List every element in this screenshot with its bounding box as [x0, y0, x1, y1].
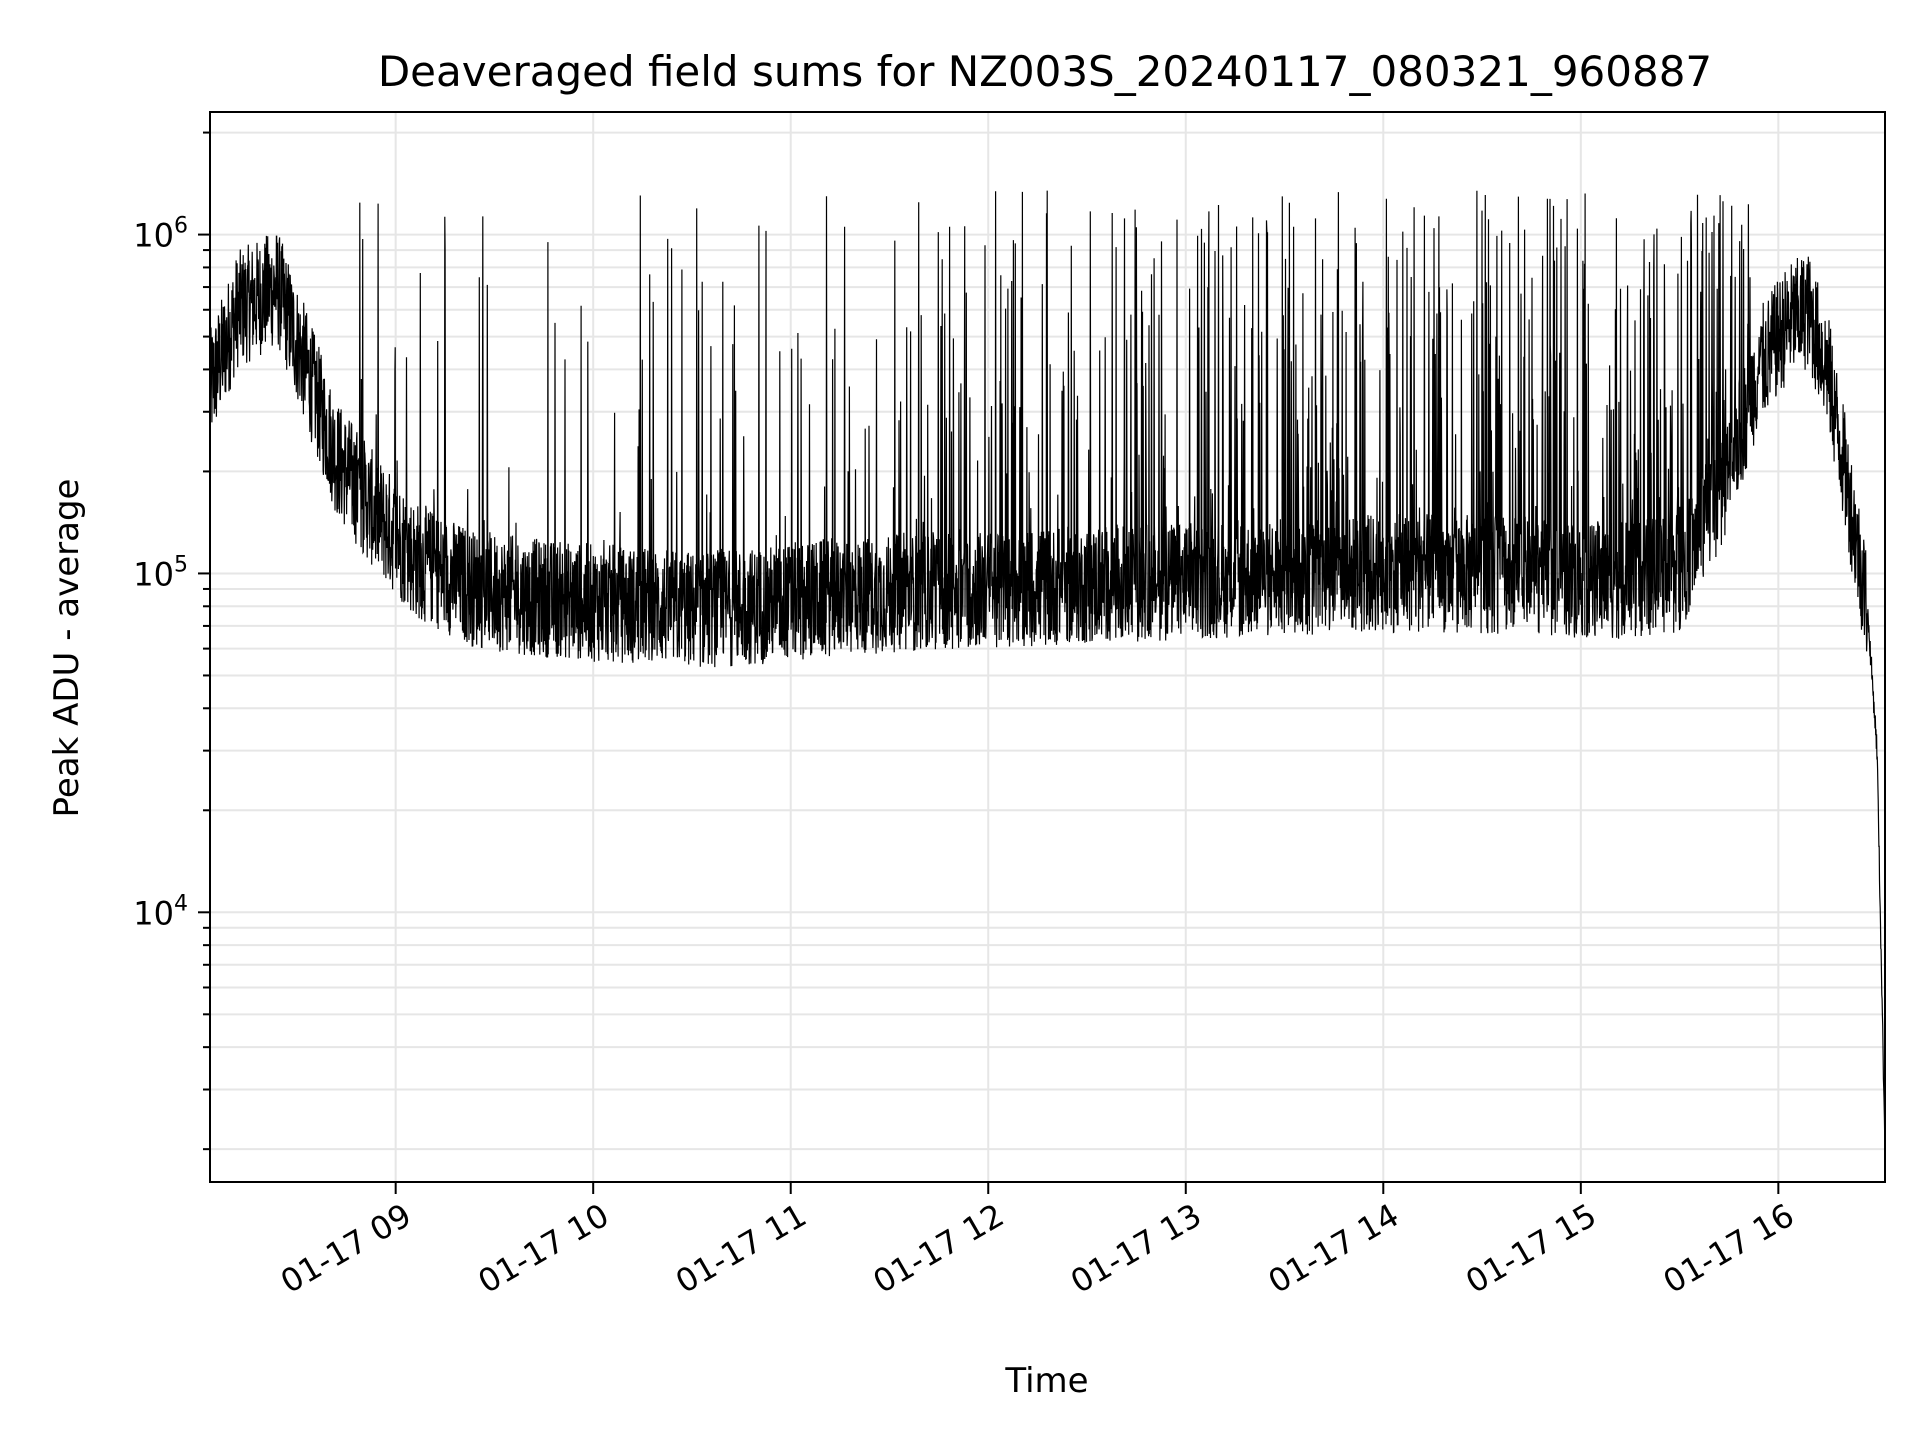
- x-axis-label: Time: [1004, 1361, 1088, 1401]
- y-tick-exponent: 4: [174, 891, 188, 916]
- grid: [210, 112, 1885, 1182]
- y-tick-base: 10: [133, 217, 174, 255]
- y-axis-label: Peak ADU - average: [47, 479, 87, 818]
- y-tick-base: 10: [133, 555, 174, 593]
- y-tick-label: 106: [133, 214, 188, 255]
- plot-area: [209, 190, 1886, 1160]
- y-tick-label: 105: [133, 552, 188, 593]
- y-tick-exponent: 5: [174, 552, 188, 577]
- y-tick-label: 104: [133, 891, 188, 932]
- chart-title: Deaveraged field sums for NZ003S_2024011…: [378, 47, 1712, 96]
- y-tick-exponent: 6: [174, 214, 188, 239]
- y-tick-base: 10: [133, 894, 174, 932]
- plot-frame: [209, 111, 1886, 1183]
- series-line: [209, 190, 1886, 1160]
